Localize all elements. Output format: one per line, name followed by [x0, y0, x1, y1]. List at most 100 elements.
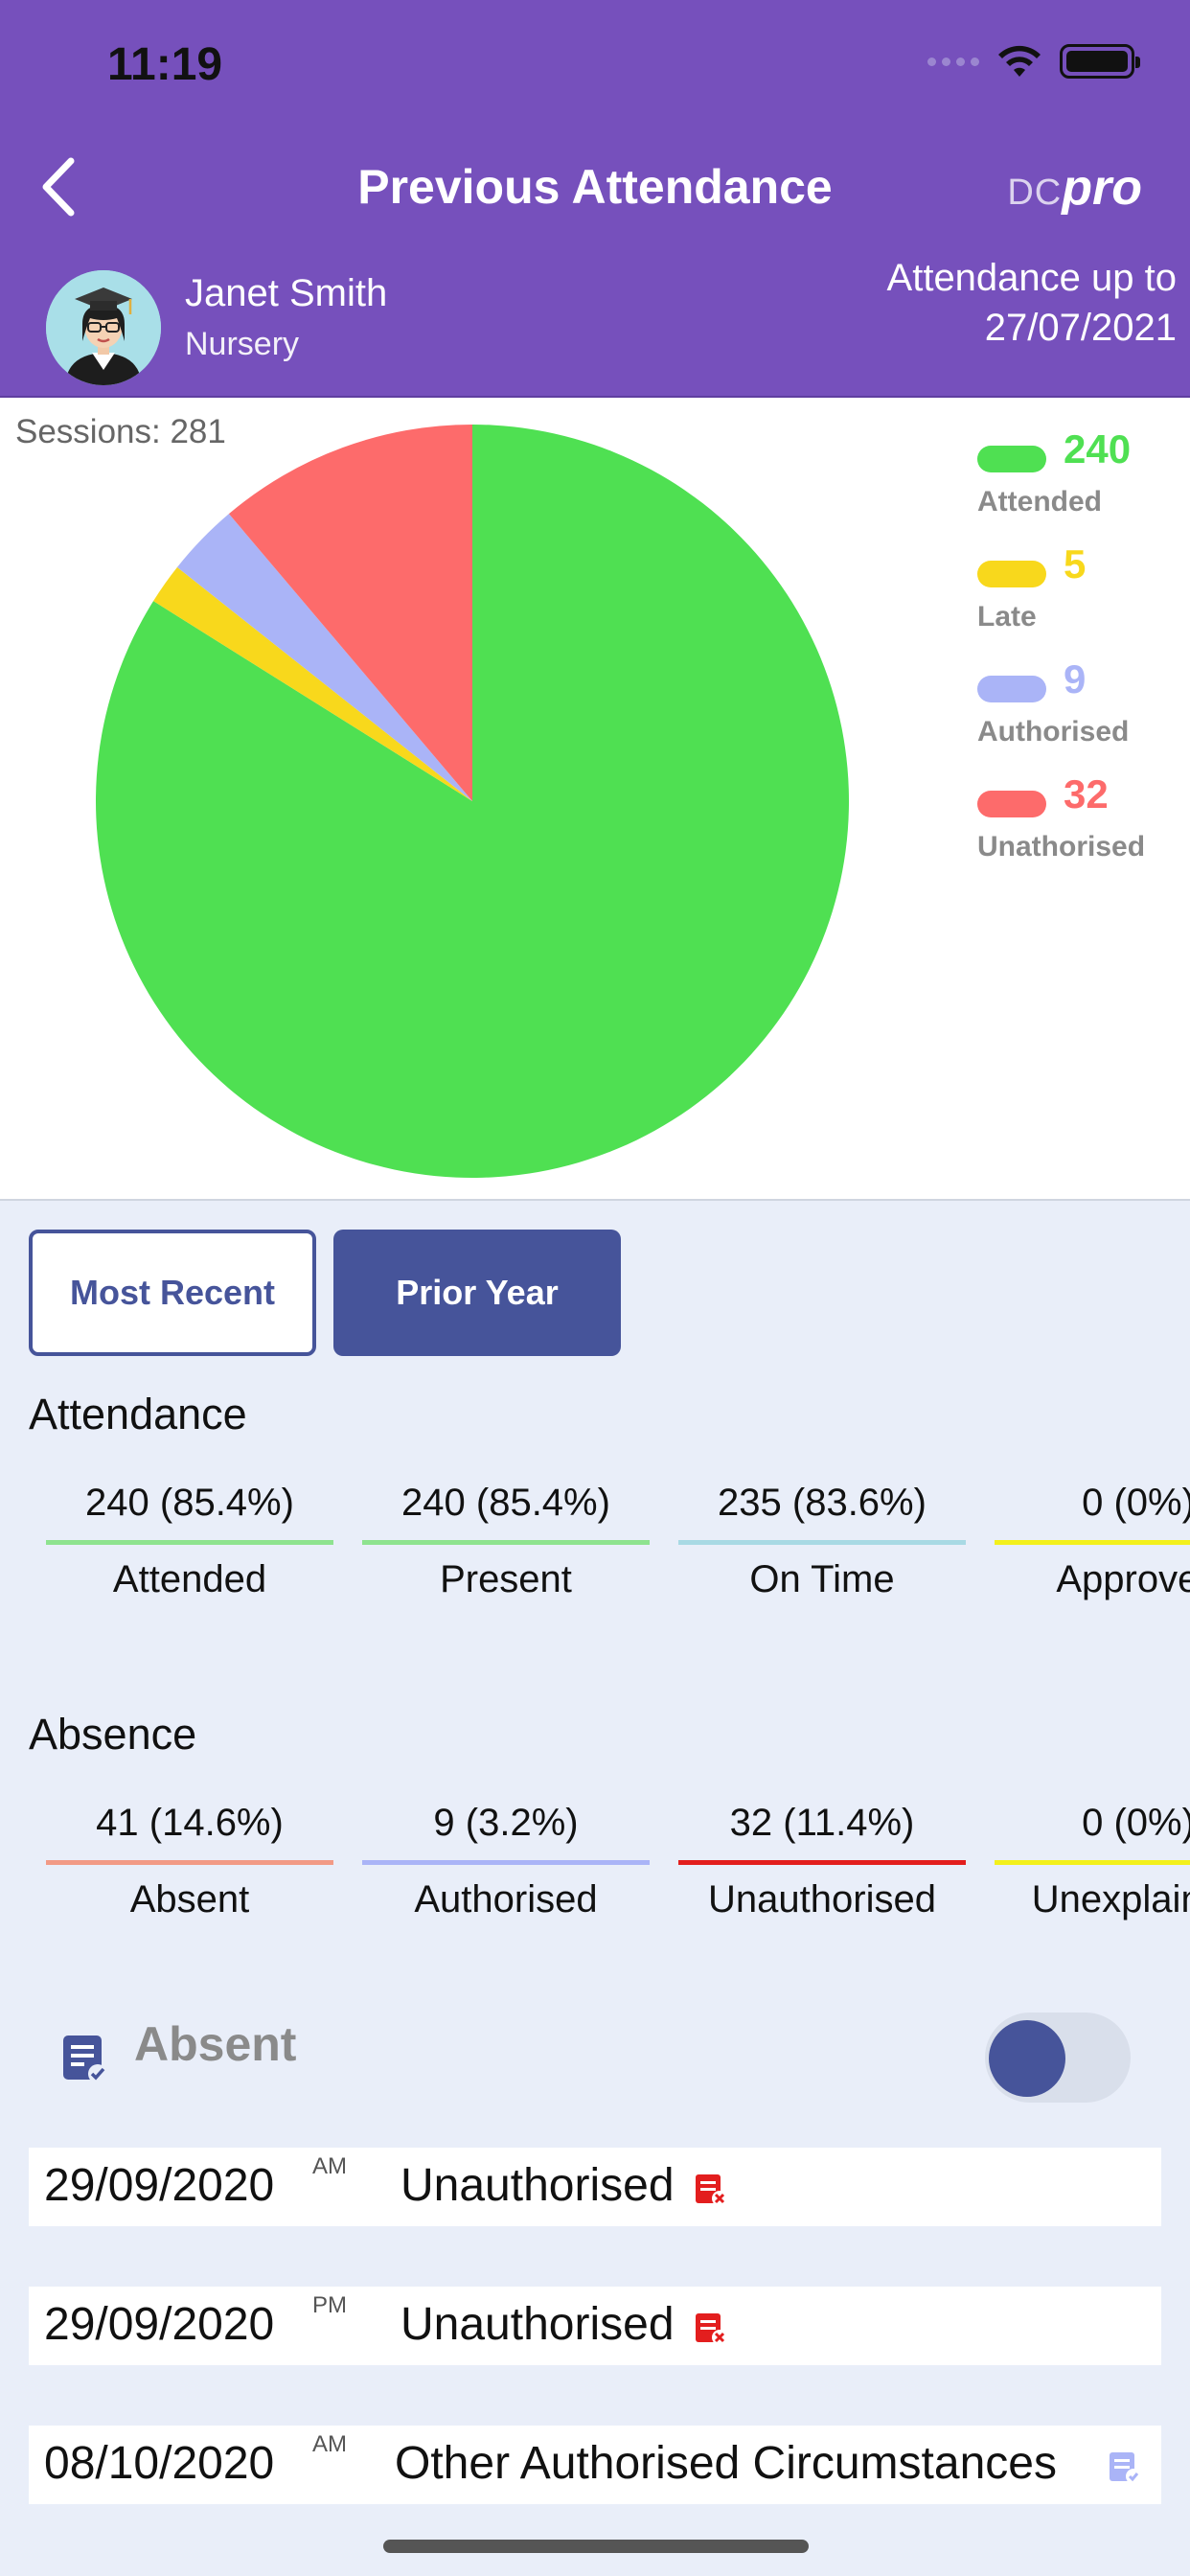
pie-slice-attended	[95, 425, 849, 1178]
absence-stats: 41 (14.6%) Absent 9 (3.2%) Authorised 32 (11…	[46, 1793, 1190, 1937]
attendance-upto-date: 27/07/2021	[984, 307, 1177, 349]
avatar	[46, 270, 161, 385]
stat-label: Approved	[1056, 1558, 1190, 1600]
chevron-left-icon	[42, 157, 75, 217]
wifi-icon	[998, 45, 1041, 77]
legend-item-late: 5 Late	[977, 532, 1188, 647]
legend-value: 5	[1064, 541, 1087, 586]
stat-underline	[46, 1540, 333, 1545]
battery-icon	[1060, 44, 1140, 79]
unauthorised-icon	[696, 2174, 727, 2206]
absent-list-title: Absent	[134, 2017, 297, 2071]
stat-label: Attended	[112, 1558, 267, 1600]
app-header: 11:19 Previous Attendance DC pro	[0, 0, 1190, 396]
legend-label: Authorised	[977, 716, 1130, 748]
pie-slice-authorised	[176, 514, 472, 801]
attendance-stat-approved: 0 (0%) Approved	[995, 1473, 1190, 1601]
attendance-stat-present: 240 (85.4%) Present	[362, 1473, 650, 1601]
absence-stat-unexplained: 0 (0%) Unexplained	[995, 1793, 1190, 1921]
prior-year-tab[interactable]: Prior Year	[333, 1230, 621, 1356]
legend-label: Late	[977, 601, 1037, 632]
unauthorised-icon	[696, 2313, 727, 2345]
attendance-upto-label: Attendance up to	[886, 257, 1177, 299]
student-name: Janet Smith	[185, 272, 388, 314]
signal-icon	[927, 57, 979, 66]
attendance-stat-on-time: 235 (83.6%) On Time	[678, 1473, 966, 1601]
absence-note-icon	[63, 2036, 107, 2083]
absence-date: 29/09/2020	[44, 2299, 275, 2350]
legend-swatch	[977, 446, 1046, 472]
stat-label: Unexplained	[1031, 1878, 1190, 1920]
stat-underline	[995, 1540, 1190, 1545]
legend-label: Attended	[977, 486, 1102, 518]
absence-session: AM	[312, 2153, 347, 2179]
stat-value: 9 (3.2%)	[433, 1802, 579, 1844]
stat-label: Present	[440, 1558, 572, 1600]
stat-underline	[362, 1540, 650, 1545]
brand-logo-dc: DC	[1007, 172, 1063, 213]
absence-stat-unauthorised: 32 (11.4%) Unauthorised	[678, 1793, 966, 1921]
stat-label: Unauthorised	[708, 1878, 936, 1920]
home-indicator	[383, 2540, 809, 2553]
legend-item-attended: 240 Attended	[977, 417, 1188, 532]
stat-label: On Time	[749, 1558, 895, 1600]
legend-item-authorised: 9 Authorised	[977, 647, 1188, 762]
legend-label: Unathorised	[977, 831, 1146, 862]
brand-logo: DC pro	[1007, 159, 1142, 217]
absence-stat-authorised: 9 (3.2%) Authorised	[362, 1793, 650, 1921]
stat-value: 0 (0%)	[1082, 1802, 1190, 1844]
absence-stat-absent: 41 (14.6%) Absent	[46, 1793, 333, 1921]
pie-slice-unathorised	[228, 425, 472, 801]
pie-slice-late	[153, 566, 473, 801]
stat-value: 32 (11.4%)	[729, 1802, 915, 1844]
attendance-stat-attended: 240 (85.4%) Attended	[46, 1473, 333, 1601]
attendance-pie-chart	[95, 425, 849, 1178]
legend-value: 9	[1064, 656, 1087, 702]
stat-label: Authorised	[414, 1878, 598, 1920]
absence-reason: Other Authorised Circumstances	[395, 2438, 1057, 2489]
absence-reason: Unauthorised	[400, 2299, 675, 2350]
chart-legend: 240 Attended 5 Late 9 Authorised 32 Unathorised	[977, 417, 1188, 877]
absence-row[interactable]: 29/09/2020 AM Unauthorised	[29, 2148, 1161, 2226]
absence-session: PM	[312, 2292, 347, 2318]
attendance-section-title: Attendance	[29, 1390, 247, 1438]
stat-underline	[362, 1860, 650, 1865]
absence-section-title: Absence	[29, 1710, 197, 1759]
authorised-note-icon	[1110, 2452, 1141, 2484]
absence-date: 08/10/2020	[44, 2438, 275, 2489]
absent-toggle-knob	[989, 2020, 1065, 2097]
status-time: 11:19	[107, 39, 223, 90]
stat-value: 41 (14.6%)	[96, 1802, 284, 1844]
back-button[interactable]	[29, 153, 86, 220]
legend-value: 32	[1064, 771, 1109, 816]
legend-swatch	[977, 791, 1046, 817]
absence-row[interactable]: 29/09/2020 PM Unauthorised	[29, 2287, 1161, 2365]
stat-underline	[46, 1860, 333, 1865]
stat-underline	[678, 1540, 966, 1545]
stat-value: 240 (85.4%)	[401, 1482, 610, 1524]
status-icons	[927, 44, 1140, 79]
attendance-stats: 240 (85.4%) Attended 240 (85.4%) Present 235…	[46, 1473, 1190, 1617]
page-title: Previous Attendance	[357, 160, 833, 214]
attendance-upto: Attendance up to 27/07/2021	[887, 253, 1177, 353]
absence-row[interactable]: 08/10/2020 AM Other Authorised Circumstanc…	[29, 2426, 1161, 2504]
stat-underline	[995, 1860, 1190, 1865]
absence-date: 29/09/2020	[44, 2160, 275, 2211]
stat-value: 0 (0%)	[1082, 1482, 1190, 1524]
attendance-chart-card: Sessions: 281 240 Attended 5 Late 9 Authorise…	[0, 396, 1190, 1201]
stat-label: Absent	[129, 1878, 250, 1920]
most-recent-tab[interactable]: Most Recent	[29, 1230, 316, 1356]
absent-toggle[interactable]	[985, 2012, 1131, 2103]
stat-underline	[678, 1860, 966, 1865]
student-class: Nursery	[185, 326, 300, 362]
legend-swatch	[977, 561, 1046, 587]
legend-swatch	[977, 676, 1046, 702]
legend-item-unathorised: 32 Unathorised	[977, 762, 1188, 877]
brand-logo-pro: pro	[1062, 160, 1142, 216]
absence-session: AM	[312, 2431, 347, 2457]
absence-reason: Unauthorised	[400, 2160, 675, 2211]
legend-value: 240	[1064, 426, 1132, 472]
stat-value: 240 (85.4%)	[85, 1482, 294, 1524]
sessions-count: Sessions: 281	[15, 413, 226, 450]
stat-value: 235 (83.6%)	[718, 1482, 927, 1524]
